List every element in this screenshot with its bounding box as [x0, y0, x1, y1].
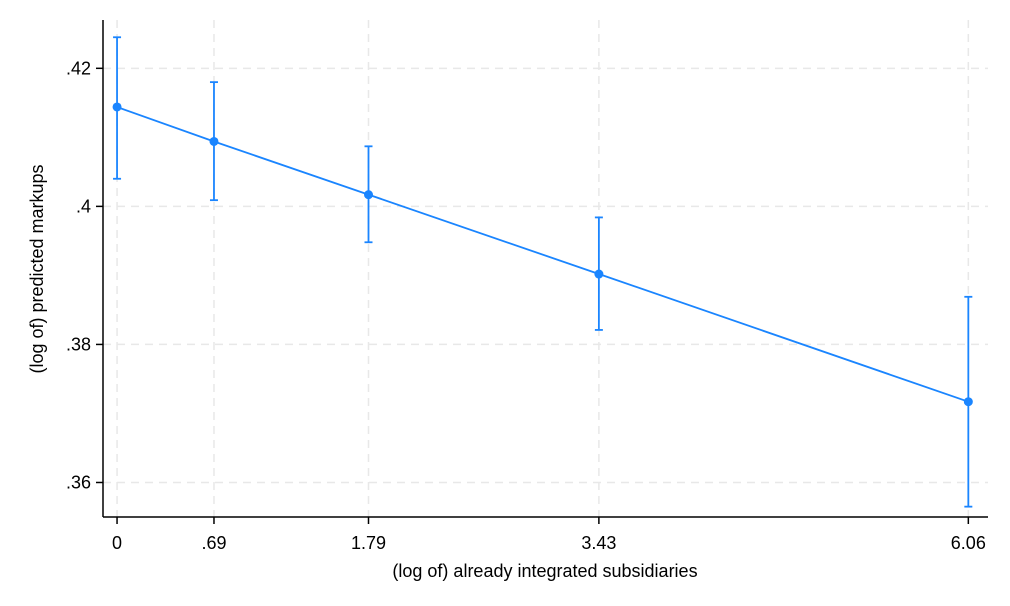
tick-layer: .36 .38 .4 .42 0 .69 1.79 3.43 6.06 [66, 58, 986, 553]
y-tick-label: .42 [66, 58, 91, 78]
grid-layer [103, 20, 988, 517]
data-point [594, 269, 604, 279]
y-axis-title: (log of) predicted markups [27, 164, 47, 373]
axis-layer [102, 20, 988, 518]
x-tick-label: 6.06 [951, 533, 986, 553]
y-tick-label: .4 [76, 196, 91, 216]
x-tick-label: .69 [201, 533, 226, 553]
x-tick-label: 0 [112, 533, 122, 553]
x-axis-title: (log of) already integrated subsidiaries [392, 561, 697, 581]
series-layer [112, 36, 973, 508]
data-point [963, 397, 973, 407]
y-tick-label: .36 [66, 472, 91, 492]
data-point [112, 102, 122, 112]
data-point [364, 190, 373, 200]
series-line [116, 106, 969, 403]
x-tick-label: 1.79 [351, 533, 386, 553]
data-point [209, 136, 219, 146]
y-tick-label: .38 [66, 334, 91, 354]
x-tick-label: 3.43 [581, 533, 616, 553]
